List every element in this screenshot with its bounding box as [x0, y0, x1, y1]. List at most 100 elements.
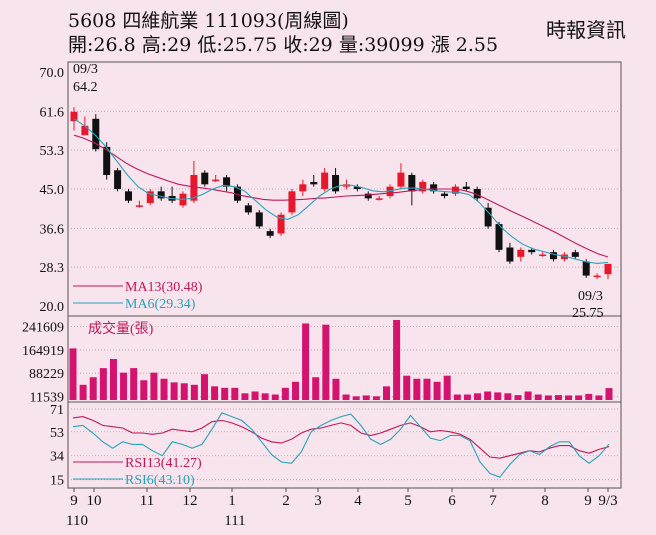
- volume-y-tick: 241609: [22, 321, 64, 336]
- volume-bar: [372, 396, 380, 400]
- volume-y-tick: 164919: [22, 344, 64, 359]
- volume-bar: [362, 395, 370, 400]
- candle-body: [506, 247, 514, 262]
- volume-bar: [504, 393, 512, 400]
- x-tick-label: 9: [584, 493, 592, 509]
- rsi-legend-label: RSI6(43.10): [125, 473, 195, 488]
- candle-body: [288, 191, 296, 213]
- volume-bar: [160, 378, 168, 400]
- volume-bar: [231, 387, 239, 400]
- rsi6-line: [72, 412, 610, 478]
- last-value-label: 25.75: [572, 306, 604, 321]
- volume-bar: [342, 394, 350, 400]
- volume-bar: [271, 394, 279, 400]
- volume-panel: 成交量(張): [69, 320, 613, 400]
- volume-bar: [221, 387, 229, 400]
- volume-bar: [200, 374, 208, 400]
- x-year-label: 110: [66, 513, 88, 529]
- candle-body: [419, 181, 427, 192]
- volume-bar: [453, 394, 461, 400]
- chart-title: 5608 四維航業 111093(周線圖): [68, 10, 349, 32]
- volume-bar: [443, 375, 451, 400]
- price-y-tick: 36.6: [40, 222, 65, 237]
- volume-bar: [99, 368, 107, 400]
- price-panel: 09/3 64.2 09/3 25.75: [70, 62, 612, 321]
- volume-bar: [595, 395, 603, 400]
- volume-title: 成交量(張): [88, 320, 154, 337]
- volume-bar: [575, 395, 583, 400]
- x-tick-label: 11: [140, 493, 154, 509]
- candle-body: [81, 125, 89, 136]
- rsi-legend-label: RSI13(41.27): [125, 456, 202, 471]
- candle-body: [386, 186, 394, 197]
- candle-body: [135, 205, 143, 207]
- plot-frame: [67, 61, 622, 489]
- candle-body: [103, 146, 111, 175]
- candle-body: [157, 191, 165, 199]
- volume-bar: [120, 372, 128, 400]
- candle-body: [255, 212, 263, 227]
- volume-bar: [130, 368, 138, 400]
- volume-bar: [302, 323, 310, 400]
- ma13-line: [73, 134, 609, 258]
- candle-body: [299, 184, 307, 192]
- price-y-tick: 28.3: [40, 261, 65, 276]
- candle-body: [146, 191, 154, 204]
- candle-body: [430, 184, 438, 192]
- price-legend-label: MA6(29.34): [125, 297, 196, 312]
- candle-body: [408, 174, 416, 192]
- candle-body: [473, 189, 481, 199]
- rsi-y-tick: 34: [50, 450, 64, 465]
- candle-body: [495, 224, 503, 250]
- price-legend-label: MA13(30.48): [125, 280, 203, 295]
- volume-bar: [514, 395, 522, 400]
- volume-bar: [312, 377, 320, 400]
- high-date-label: 09/3: [73, 62, 98, 77]
- candle-body: [310, 181, 318, 185]
- x-tick-label: 3: [314, 493, 322, 509]
- volume-bar: [423, 378, 431, 400]
- volume-bar: [211, 386, 219, 400]
- candle-body: [364, 193, 372, 199]
- last-date-label: 09/3: [578, 289, 603, 304]
- volume-bar: [281, 387, 289, 400]
- volume-bar: [463, 394, 471, 400]
- y-axis: 70.0 61.6 53.3 45.0 36.6 28.3 20.0 241609 164919…: [22, 66, 64, 489]
- x-tick-label: 5: [404, 493, 412, 509]
- candle-body: [233, 186, 241, 201]
- volume-bar: [180, 383, 188, 400]
- rsi-y-tick: 15: [50, 474, 64, 489]
- volume-bar: [554, 395, 562, 400]
- volume-bar: [140, 380, 148, 400]
- candle-body: [582, 261, 590, 276]
- candle-body: [571, 252, 579, 257]
- candle-body: [223, 177, 231, 187]
- x-tick-label: 9/3: [598, 493, 617, 509]
- volume-bar: [89, 377, 97, 400]
- x-tick-label: 4: [354, 493, 362, 509]
- high-value-label: 64.2: [73, 80, 98, 95]
- rsi-y-tick: 53: [50, 426, 64, 441]
- candle-body: [528, 249, 536, 253]
- candle-body: [550, 252, 558, 260]
- candle-body: [441, 193, 449, 197]
- candle-body: [539, 254, 547, 257]
- volume-bar: [170, 382, 178, 400]
- x-tick-label: 2: [282, 493, 290, 509]
- candle-body: [332, 174, 340, 192]
- candle-body: [212, 179, 220, 182]
- candle-body: [114, 170, 122, 189]
- price-y-tick: 61.6: [40, 105, 65, 120]
- candle-body: [277, 214, 285, 234]
- volume-bar: [190, 384, 198, 400]
- price-y-tick: 53.3: [40, 144, 65, 159]
- candle-body: [201, 172, 209, 185]
- volume-bar: [524, 391, 532, 400]
- volume-bar: [251, 391, 259, 400]
- candle-body: [124, 191, 132, 201]
- candle-body: [190, 174, 198, 201]
- volume-bar: [261, 393, 269, 400]
- candle-body: [70, 111, 78, 122]
